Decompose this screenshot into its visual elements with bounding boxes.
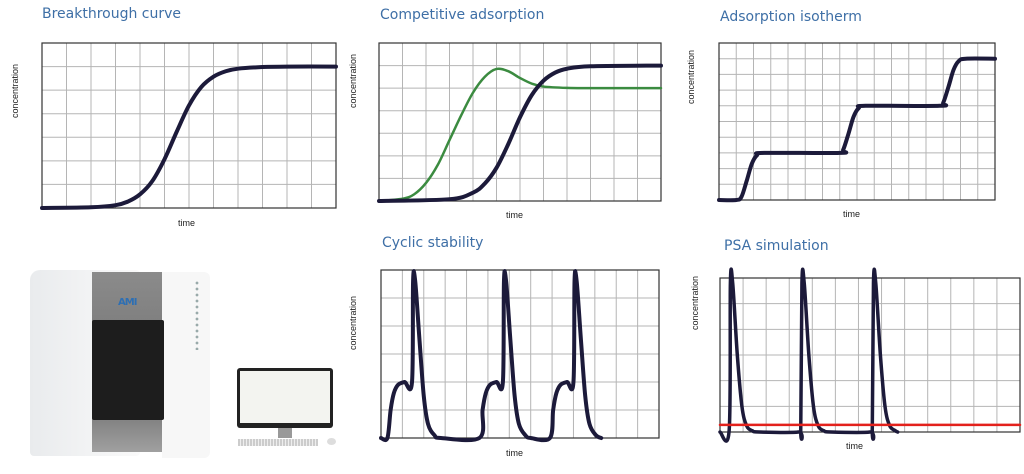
y-axis-label: concentration [348, 53, 358, 108]
instrument-door-window [92, 320, 164, 420]
chart-title: Competitive adsorption [380, 7, 545, 23]
plot-area [379, 269, 660, 443]
plot-frame [380, 269, 660, 439]
x-axis-label: time [843, 209, 861, 219]
series-line-outlet [718, 267, 900, 443]
y-axis-label: concentration [10, 63, 20, 118]
series-line-adsorbate [717, 56, 997, 203]
x-axis-label: time [506, 210, 524, 220]
plot-frame [378, 42, 662, 202]
plot-frame [718, 42, 996, 201]
monitor-stand [278, 428, 292, 438]
plot-area [717, 42, 997, 203]
y-axis-label: concentration [348, 295, 358, 350]
chart-title: PSA simulation [724, 238, 829, 254]
series-line-adsorbate [40, 64, 338, 210]
chart-title: Cyclic stability [382, 235, 484, 251]
series-line-adsorbate [379, 269, 604, 443]
x-axis-label: time [178, 218, 196, 228]
series-line-component-2 [377, 63, 663, 203]
chart-title: Breakthrough curve [42, 6, 182, 22]
keyboard [238, 439, 318, 446]
x-axis-label: time [506, 448, 524, 458]
plot-frame [41, 42, 337, 209]
instrument-side-panel [162, 272, 210, 458]
plot-area [40, 42, 338, 210]
plot-area [377, 42, 663, 203]
x-axis-label: time [846, 441, 864, 451]
plot-area [718, 267, 1022, 443]
chart-title: Adsorption isotherm [720, 9, 862, 25]
instrument-vent-dots [193, 280, 201, 350]
mouse [327, 438, 336, 445]
monitor-screen [240, 371, 330, 423]
y-axis-label: concentration [690, 275, 700, 330]
instrument-logo: AMI [118, 297, 137, 308]
y-axis-label: concentration [686, 49, 696, 104]
series-line-component-1 [377, 67, 663, 203]
